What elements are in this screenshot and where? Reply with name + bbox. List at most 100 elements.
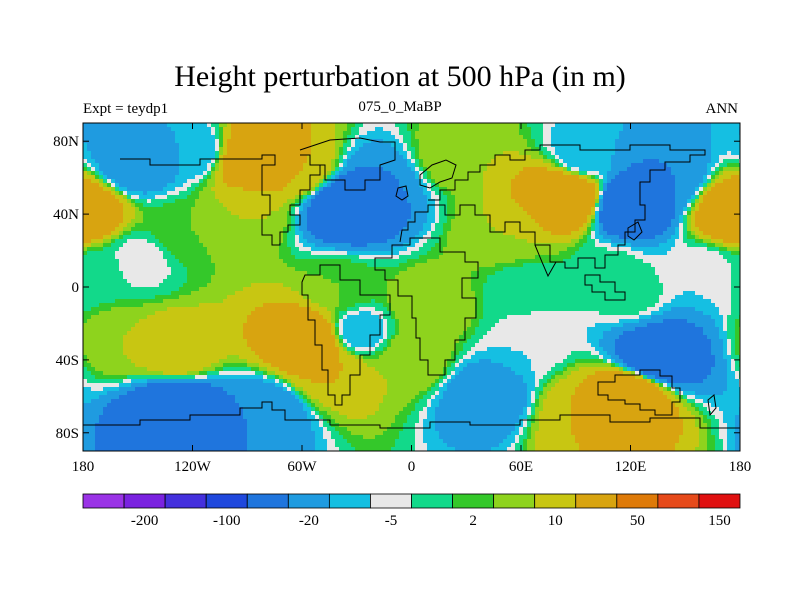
field-cell <box>167 135 172 140</box>
field-cell <box>299 199 304 204</box>
field-cell <box>95 151 100 156</box>
field-cell <box>463 171 468 176</box>
field-cell <box>463 223 468 228</box>
field-cell <box>219 175 224 180</box>
field-cell <box>87 215 92 220</box>
field-cell <box>555 159 560 164</box>
field-cell <box>323 123 328 128</box>
field-cell <box>583 167 588 172</box>
field-cell <box>299 223 304 228</box>
field-cell <box>211 203 216 208</box>
field-cell <box>411 163 416 168</box>
field-cell <box>511 131 516 136</box>
field-cell <box>655 191 660 196</box>
field-cell <box>151 227 156 232</box>
field-cell <box>651 203 656 208</box>
field-cell <box>111 203 116 208</box>
field-cell <box>655 155 660 160</box>
field-cell <box>171 139 176 144</box>
field-cell <box>307 135 312 140</box>
field-cell <box>735 239 740 244</box>
field-cell <box>135 223 140 228</box>
field-cell <box>731 207 736 212</box>
field-cell <box>95 223 100 228</box>
field-cell <box>143 139 148 144</box>
field-cell <box>107 219 112 224</box>
field-cell <box>635 151 640 156</box>
field-cell <box>203 171 208 176</box>
field-cell <box>471 227 476 232</box>
field-cell <box>319 199 324 204</box>
field-cell <box>123 199 128 204</box>
field-cell <box>515 175 520 180</box>
field-cell <box>359 223 364 228</box>
field-cell <box>347 215 352 220</box>
field-cell <box>295 175 300 180</box>
field-cell <box>455 195 460 200</box>
field-cell <box>163 235 168 240</box>
field-cell <box>395 211 400 216</box>
field-cell <box>531 143 536 148</box>
field-cell <box>547 147 552 152</box>
field-cell <box>699 195 704 200</box>
field-cell <box>703 195 708 200</box>
field-cell <box>251 227 256 232</box>
field-cell <box>667 127 672 132</box>
field-cell <box>415 227 420 232</box>
field-cell <box>479 167 484 172</box>
field-cell <box>407 163 412 168</box>
field-cell <box>207 143 212 148</box>
field-cell <box>267 239 272 244</box>
field-cell <box>475 211 480 216</box>
field-cell <box>607 127 612 132</box>
field-cell <box>383 143 388 148</box>
field-cell <box>199 235 204 240</box>
field-cell <box>227 227 232 232</box>
field-cell <box>367 143 372 148</box>
field-cell <box>427 135 432 140</box>
field-cell <box>595 147 600 152</box>
field-cell <box>435 199 440 204</box>
field-cell <box>711 183 716 188</box>
field-cell <box>579 155 584 160</box>
field-cell <box>651 163 656 168</box>
field-cell <box>315 147 320 152</box>
field-cell <box>403 191 408 196</box>
field-cell <box>247 187 252 192</box>
field-cell <box>659 131 664 136</box>
field-cell <box>635 207 640 212</box>
field-cell <box>375 147 380 152</box>
field-cell <box>199 215 204 220</box>
field-cell <box>359 163 364 168</box>
field-cell <box>191 211 196 216</box>
field-cell <box>727 131 732 136</box>
field-cell <box>291 195 296 200</box>
field-cell <box>659 231 664 236</box>
field-cell <box>99 211 104 216</box>
field-cell <box>427 147 432 152</box>
field-cell <box>467 139 472 144</box>
field-cell <box>147 179 152 184</box>
field-cell <box>403 139 408 144</box>
field-cell <box>611 159 616 164</box>
field-cell <box>215 203 220 208</box>
field-cell <box>427 171 432 176</box>
field-cell <box>287 123 292 128</box>
field-cell <box>307 151 312 156</box>
field-cell <box>227 151 232 156</box>
field-cell <box>663 235 668 240</box>
field-cell <box>287 219 292 224</box>
field-cell <box>459 139 464 144</box>
field-cell <box>439 171 444 176</box>
field-cell <box>255 135 260 140</box>
field-cell <box>275 183 280 188</box>
field-cell <box>163 183 168 188</box>
field-cell <box>719 211 724 216</box>
field-cell <box>103 163 108 168</box>
field-cell <box>471 147 476 152</box>
field-cell <box>423 143 428 148</box>
field-cell <box>583 179 588 184</box>
field-cell <box>575 131 580 136</box>
field-cell <box>183 139 188 144</box>
field-cell <box>87 187 92 192</box>
